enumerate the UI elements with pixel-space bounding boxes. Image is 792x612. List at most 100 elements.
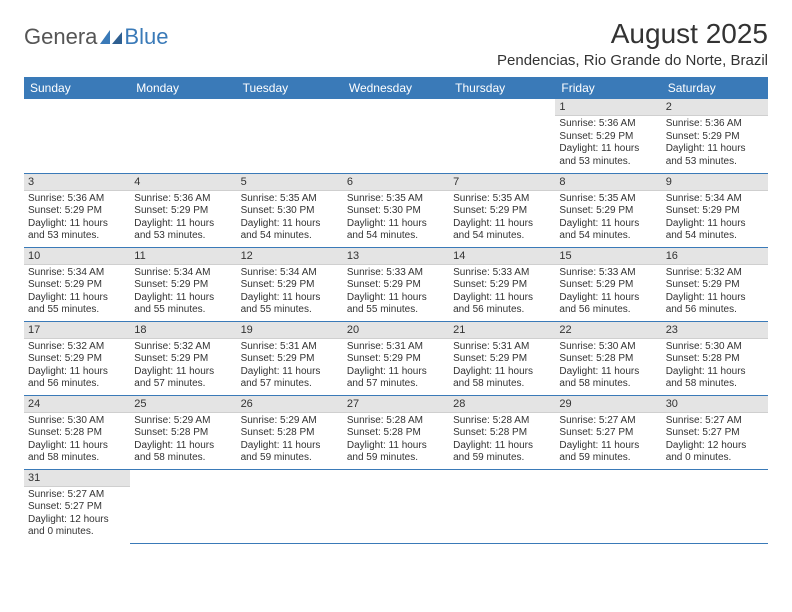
sunrise-line: Sunrise: 5:33 AM: [559, 267, 657, 280]
day-details: Sunrise: 5:28 AMSunset: 5:28 PMDaylight:…: [343, 413, 449, 469]
sunset-line: Sunset: 5:29 PM: [241, 279, 339, 292]
daylight-line: Daylight: 11 hours and 55 minutes.: [347, 292, 445, 317]
day-details: Sunrise: 5:31 AMSunset: 5:29 PMDaylight:…: [237, 339, 343, 395]
day-number: 26: [237, 396, 343, 413]
sunset-line: Sunset: 5:29 PM: [453, 279, 551, 292]
day-number: 21: [449, 322, 555, 339]
sunset-line: Sunset: 5:28 PM: [241, 427, 339, 440]
calendar-week-row: 10Sunrise: 5:34 AMSunset: 5:29 PMDayligh…: [24, 247, 768, 321]
sunrise-line: Sunrise: 5:35 AM: [453, 193, 551, 206]
sunset-line: Sunset: 5:29 PM: [559, 131, 657, 144]
calendar-day-cell: 30Sunrise: 5:27 AMSunset: 5:27 PMDayligh…: [662, 395, 768, 469]
day-number: 17: [24, 322, 130, 339]
sunset-line: Sunset: 5:29 PM: [28, 353, 126, 366]
day-details: Sunrise: 5:30 AMSunset: 5:28 PMDaylight:…: [555, 339, 661, 395]
calendar-empty-cell: [24, 99, 130, 173]
day-details: Sunrise: 5:36 AMSunset: 5:29 PMDaylight:…: [662, 116, 768, 172]
sunrise-line: Sunrise: 5:29 AM: [134, 415, 232, 428]
calendar-empty-cell: [130, 469, 236, 543]
daylight-line: Daylight: 11 hours and 59 minutes.: [559, 440, 657, 465]
daylight-line: Daylight: 11 hours and 53 minutes.: [666, 143, 764, 168]
day-details: Sunrise: 5:36 AMSunset: 5:29 PMDaylight:…: [24, 191, 130, 247]
day-details: Sunrise: 5:33 AMSunset: 5:29 PMDaylight:…: [343, 265, 449, 321]
day-details: Sunrise: 5:27 AMSunset: 5:27 PMDaylight:…: [24, 487, 130, 543]
calendar-week-row: 3Sunrise: 5:36 AMSunset: 5:29 PMDaylight…: [24, 173, 768, 247]
day-number: 14: [449, 248, 555, 265]
day-details: Sunrise: 5:35 AMSunset: 5:30 PMDaylight:…: [237, 191, 343, 247]
calendar-day-cell: 5Sunrise: 5:35 AMSunset: 5:30 PMDaylight…: [237, 173, 343, 247]
weekday-header: Wednesday: [343, 77, 449, 99]
sunset-line: Sunset: 5:29 PM: [28, 205, 126, 218]
weekday-header: Sunday: [24, 77, 130, 99]
calendar-day-cell: 8Sunrise: 5:35 AMSunset: 5:29 PMDaylight…: [555, 173, 661, 247]
day-number: 5: [237, 174, 343, 191]
daylight-line: Daylight: 11 hours and 53 minutes.: [134, 218, 232, 243]
sunrise-line: Sunrise: 5:29 AM: [241, 415, 339, 428]
sunrise-line: Sunrise: 5:36 AM: [559, 118, 657, 131]
day-number: 11: [130, 248, 236, 265]
day-number: 2: [662, 99, 768, 116]
month-title: August 2025: [497, 18, 768, 50]
day-details: Sunrise: 5:30 AMSunset: 5:28 PMDaylight:…: [662, 339, 768, 395]
sunrise-line: Sunrise: 5:27 AM: [666, 415, 764, 428]
day-details: Sunrise: 5:35 AMSunset: 5:29 PMDaylight:…: [555, 191, 661, 247]
calendar-day-cell: 31Sunrise: 5:27 AMSunset: 5:27 PMDayligh…: [24, 469, 130, 543]
calendar-empty-cell: [237, 469, 343, 543]
sunset-line: Sunset: 5:28 PM: [134, 427, 232, 440]
daylight-line: Daylight: 11 hours and 54 minutes.: [347, 218, 445, 243]
sunrise-line: Sunrise: 5:34 AM: [134, 267, 232, 280]
calendar-week-row: 24Sunrise: 5:30 AMSunset: 5:28 PMDayligh…: [24, 395, 768, 469]
sunrise-line: Sunrise: 5:34 AM: [666, 193, 764, 206]
header: Genera Blue August 2025 Pendencias, Rio …: [24, 18, 768, 69]
calendar-week-row: 17Sunrise: 5:32 AMSunset: 5:29 PMDayligh…: [24, 321, 768, 395]
logo: Genera Blue: [24, 24, 168, 50]
daylight-line: Daylight: 11 hours and 57 minutes.: [347, 366, 445, 391]
weekday-header: Friday: [555, 77, 661, 99]
sunset-line: Sunset: 5:29 PM: [559, 205, 657, 218]
sunrise-line: Sunrise: 5:36 AM: [28, 193, 126, 206]
day-number: 1: [555, 99, 661, 116]
day-number: 25: [130, 396, 236, 413]
day-number: 22: [555, 322, 661, 339]
daylight-line: Daylight: 11 hours and 56 minutes.: [453, 292, 551, 317]
calendar-day-cell: 4Sunrise: 5:36 AMSunset: 5:29 PMDaylight…: [130, 173, 236, 247]
calendar-day-cell: 18Sunrise: 5:32 AMSunset: 5:29 PMDayligh…: [130, 321, 236, 395]
day-number: 7: [449, 174, 555, 191]
calendar-day-cell: 24Sunrise: 5:30 AMSunset: 5:28 PMDayligh…: [24, 395, 130, 469]
sunrise-line: Sunrise: 5:35 AM: [241, 193, 339, 206]
sunrise-line: Sunrise: 5:32 AM: [28, 341, 126, 354]
sunrise-line: Sunrise: 5:35 AM: [559, 193, 657, 206]
sunrise-line: Sunrise: 5:28 AM: [453, 415, 551, 428]
sunset-line: Sunset: 5:29 PM: [241, 353, 339, 366]
daylight-line: Daylight: 11 hours and 53 minutes.: [28, 218, 126, 243]
day-details: Sunrise: 5:27 AMSunset: 5:27 PMDaylight:…: [662, 413, 768, 469]
day-details: Sunrise: 5:32 AMSunset: 5:29 PMDaylight:…: [24, 339, 130, 395]
day-details: Sunrise: 5:30 AMSunset: 5:28 PMDaylight:…: [24, 413, 130, 469]
day-details: Sunrise: 5:35 AMSunset: 5:30 PMDaylight:…: [343, 191, 449, 247]
calendar-empty-cell: [555, 469, 661, 543]
sunset-line: Sunset: 5:27 PM: [666, 427, 764, 440]
sunset-line: Sunset: 5:29 PM: [134, 205, 232, 218]
day-number: 29: [555, 396, 661, 413]
calendar-day-cell: 26Sunrise: 5:29 AMSunset: 5:28 PMDayligh…: [237, 395, 343, 469]
sunset-line: Sunset: 5:29 PM: [347, 279, 445, 292]
weekday-header: Tuesday: [237, 77, 343, 99]
sunrise-line: Sunrise: 5:31 AM: [453, 341, 551, 354]
day-number: 20: [343, 322, 449, 339]
daylight-line: Daylight: 11 hours and 54 minutes.: [241, 218, 339, 243]
day-details: Sunrise: 5:34 AMSunset: 5:29 PMDaylight:…: [24, 265, 130, 321]
day-number: 6: [343, 174, 449, 191]
sail-icon: [100, 30, 122, 44]
day-number: 16: [662, 248, 768, 265]
sunset-line: Sunset: 5:29 PM: [559, 279, 657, 292]
calendar-day-cell: 23Sunrise: 5:30 AMSunset: 5:28 PMDayligh…: [662, 321, 768, 395]
calendar-day-cell: 7Sunrise: 5:35 AMSunset: 5:29 PMDaylight…: [449, 173, 555, 247]
calendar-empty-cell: [662, 469, 768, 543]
weekday-header: Monday: [130, 77, 236, 99]
weekday-header: Saturday: [662, 77, 768, 99]
sunrise-line: Sunrise: 5:34 AM: [28, 267, 126, 280]
daylight-line: Daylight: 11 hours and 59 minutes.: [347, 440, 445, 465]
calendar-body: 1Sunrise: 5:36 AMSunset: 5:29 PMDaylight…: [24, 99, 768, 543]
day-details: Sunrise: 5:29 AMSunset: 5:28 PMDaylight:…: [130, 413, 236, 469]
sunrise-line: Sunrise: 5:34 AM: [241, 267, 339, 280]
